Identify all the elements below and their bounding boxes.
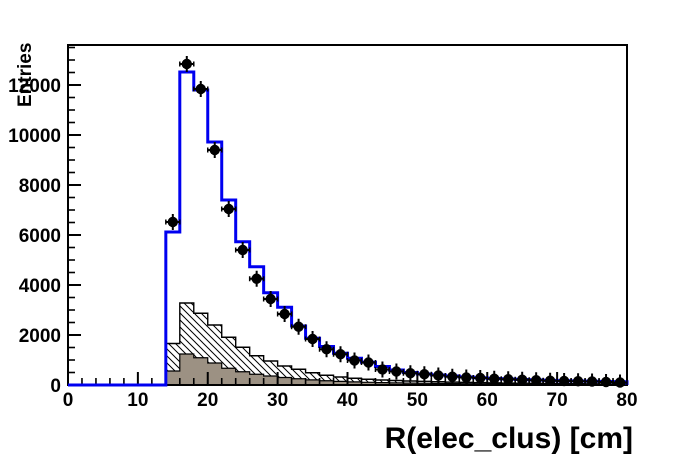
data-marker xyxy=(167,216,179,228)
y-axis-title: Entries xyxy=(15,43,36,107)
data-point xyxy=(360,354,377,371)
data-marker xyxy=(223,203,234,215)
data-point xyxy=(290,318,307,335)
y-tick-label: 2000 xyxy=(19,326,61,347)
x-tick-label: 40 xyxy=(337,390,358,411)
data-marker xyxy=(405,368,416,379)
data-point xyxy=(248,270,265,287)
data-marker xyxy=(503,374,514,385)
data-point xyxy=(262,291,279,307)
data-marker xyxy=(558,375,570,387)
data-point xyxy=(179,56,195,72)
data-point xyxy=(612,374,628,388)
data-marker xyxy=(419,369,430,380)
data-marker xyxy=(293,321,304,332)
data-marker xyxy=(307,333,318,345)
data-marker xyxy=(544,375,556,386)
total-histogram-layer xyxy=(68,70,629,387)
data-point xyxy=(276,306,293,322)
data-marker xyxy=(614,377,626,388)
data-marker xyxy=(335,349,346,360)
data-marker xyxy=(447,371,458,382)
data-point xyxy=(388,363,405,380)
data-marker xyxy=(586,376,598,387)
x-tick-label: 30 xyxy=(267,390,288,411)
data-marker xyxy=(181,58,192,70)
x-tick-label: 10 xyxy=(127,390,148,411)
data-point xyxy=(500,371,516,385)
data-point xyxy=(346,352,363,369)
data-marker xyxy=(279,308,290,320)
data-marker xyxy=(265,293,276,305)
data-marker xyxy=(530,375,542,386)
data-point xyxy=(165,214,181,230)
data-marker xyxy=(349,355,360,366)
x-tick-label: 80 xyxy=(616,390,637,411)
data-point xyxy=(514,371,530,385)
data-marker xyxy=(237,244,248,256)
data-marker xyxy=(516,374,528,385)
data-marker xyxy=(195,83,206,95)
data-point xyxy=(472,370,488,384)
data-point xyxy=(193,81,209,97)
data-point xyxy=(304,331,321,347)
data-point xyxy=(207,142,223,158)
y-tick-label: 12000 xyxy=(8,76,61,97)
data-marker xyxy=(475,372,486,384)
data-marker xyxy=(209,144,220,156)
axes-frame-layer: 0 10 20 30 40 50 60 70 80 0 2000 4000 6000 8000 10000 1… xyxy=(8,44,638,411)
total-histogram-line xyxy=(68,70,629,387)
y-tick-label: 8000 xyxy=(19,176,61,197)
plot-frame xyxy=(67,44,628,386)
data-point xyxy=(416,366,433,383)
data-point xyxy=(234,242,251,258)
data-point xyxy=(332,346,349,363)
data-point xyxy=(444,368,461,384)
data-marker xyxy=(391,366,402,377)
data-point xyxy=(318,341,335,358)
data-marker xyxy=(489,373,500,384)
x-tick-label: 70 xyxy=(547,390,568,411)
y-tick-label: 6000 xyxy=(19,226,61,247)
data-marker xyxy=(251,273,262,284)
data-points-layer xyxy=(165,56,628,388)
data-marker xyxy=(600,376,612,388)
x-tick-label: 0 xyxy=(63,390,74,411)
x-tick-label: 20 xyxy=(197,390,218,411)
x-tick-label: 60 xyxy=(477,390,498,411)
x-axis-title: R(elec_clus) [cm] xyxy=(385,422,633,455)
data-point xyxy=(402,365,419,382)
data-marker xyxy=(377,364,388,375)
x-tick-label: 50 xyxy=(407,390,428,411)
data-point xyxy=(220,201,237,217)
y-tick-label: 0 xyxy=(50,376,61,397)
data-marker xyxy=(572,376,584,387)
data-point xyxy=(374,361,391,378)
y-tick-label: 4000 xyxy=(19,276,61,297)
data-point xyxy=(486,370,502,384)
data-marker xyxy=(461,372,472,383)
data-marker xyxy=(321,344,332,355)
data-marker xyxy=(363,357,374,368)
y-tick-label: 10000 xyxy=(8,126,61,147)
data-marker xyxy=(433,370,444,381)
data-point xyxy=(430,367,447,384)
